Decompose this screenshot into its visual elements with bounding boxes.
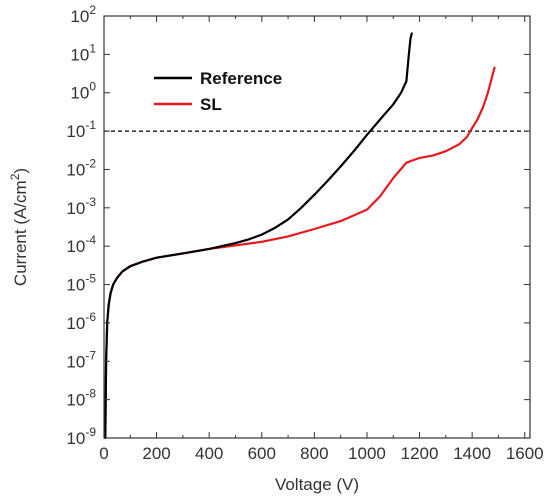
x-tick-label: 1400 [453,444,491,463]
y-axis-title: Current (A/cm2) [8,168,30,286]
y-tick-label: 10-1 [66,118,96,141]
x-axis-title: Voltage (V) [275,475,359,494]
x-tick-label: 200 [142,444,170,463]
y-tick-label: 10-8 [66,387,96,410]
x-tick-label: 1000 [348,444,386,463]
y-tick-label: 101 [70,41,96,64]
x-tick-label: 400 [195,444,223,463]
legend-label-sl: SL [200,95,222,114]
y-tick-label: 10-9 [66,425,96,448]
y-tick-label: 10-3 [66,195,96,218]
legend-label-reference: Reference [200,69,282,88]
plot-frame [103,15,531,439]
y-tick-label: 102 [70,3,96,26]
y-tick-label: 10-5 [66,272,96,295]
y-tick-label: 100 [70,80,96,103]
x-tick-label: 0 [99,444,108,463]
x-tick-label: 800 [300,444,328,463]
series-line-reference [104,32,413,440]
y-tick-label: 10-6 [66,310,96,333]
y-axis-title-suffix: ) [11,168,30,174]
y-tick-label: 10-2 [66,156,96,179]
series-line-sl [104,66,496,440]
y-axis-title-superscript: 2 [8,173,22,180]
y-tick-label: 10-7 [66,348,96,371]
y-tick-label: 10-4 [66,233,96,256]
x-tick-label: 1600 [506,444,544,463]
legend: Reference SL [154,69,282,114]
x-tick-label: 600 [248,444,276,463]
y-axis-title-prefix: Current (A/cm [11,180,30,286]
x-tick-label: 1200 [401,444,439,463]
